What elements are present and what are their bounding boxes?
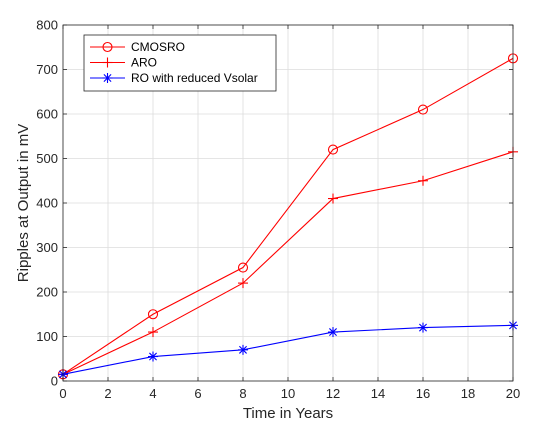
x-tick-label: 20 (506, 386, 520, 401)
data-point (148, 327, 158, 338)
y-tick-label: 300 (36, 240, 58, 255)
y-tick-label: 500 (36, 151, 58, 166)
series-line (62, 324, 514, 375)
x-tick-label: 14 (371, 386, 385, 401)
y-axis-label: Ripples at Output in mV (15, 124, 32, 282)
y-tick-label: 700 (36, 62, 58, 77)
x-tick-label: 12 (326, 386, 340, 401)
x-tick-label: 6 (194, 386, 201, 401)
data-point (147, 309, 159, 320)
data-point (328, 193, 338, 204)
series-layer (57, 53, 519, 380)
data-point (417, 104, 429, 115)
data-point (148, 351, 158, 362)
x-tick-label: 18 (461, 386, 475, 401)
legend-label: ARO (131, 56, 157, 70)
ticks: 0 2 4 6 8 10 12 14 16 18 2001002003004005006007008… (36, 18, 520, 402)
y-tick-label: 600 (36, 107, 58, 122)
x-tick-label: 16 (416, 386, 430, 401)
series-ro-with-reduced-vsolar (58, 320, 518, 380)
y-tick-label: 200 (36, 285, 58, 300)
data-point (327, 144, 339, 155)
series-line (62, 151, 514, 375)
x-tick-label: 10 (281, 386, 295, 401)
legend-item: RO with reduced Vsolar (90, 71, 258, 85)
y-tick-label: 800 (36, 18, 58, 33)
x-tick-label: 0 (59, 386, 66, 401)
data-point (102, 73, 113, 83)
data-point (237, 262, 249, 273)
data-point (102, 41, 113, 53)
y-tick-label: 100 (36, 329, 58, 344)
series-line (62, 57, 514, 375)
y-tick-label: 0 (51, 374, 58, 389)
legend-label: RO with reduced Vsolar (131, 71, 258, 85)
x-tick-label: 4 (149, 386, 156, 401)
data-point (102, 57, 113, 68)
data-point (238, 278, 248, 289)
data-point (418, 175, 428, 186)
x-tick-label: 2 (104, 386, 111, 401)
y-tick-label: 400 (36, 196, 58, 211)
data-point (328, 327, 338, 338)
x-tick-label: 8 (239, 386, 246, 401)
data-point (418, 322, 428, 333)
x-axis-label: Time in Years (243, 405, 333, 422)
legend-label: CMOSRO (131, 40, 185, 54)
data-point (238, 344, 248, 355)
legend-item: ARO (90, 56, 157, 70)
legend-item: CMOSRO (90, 40, 185, 54)
